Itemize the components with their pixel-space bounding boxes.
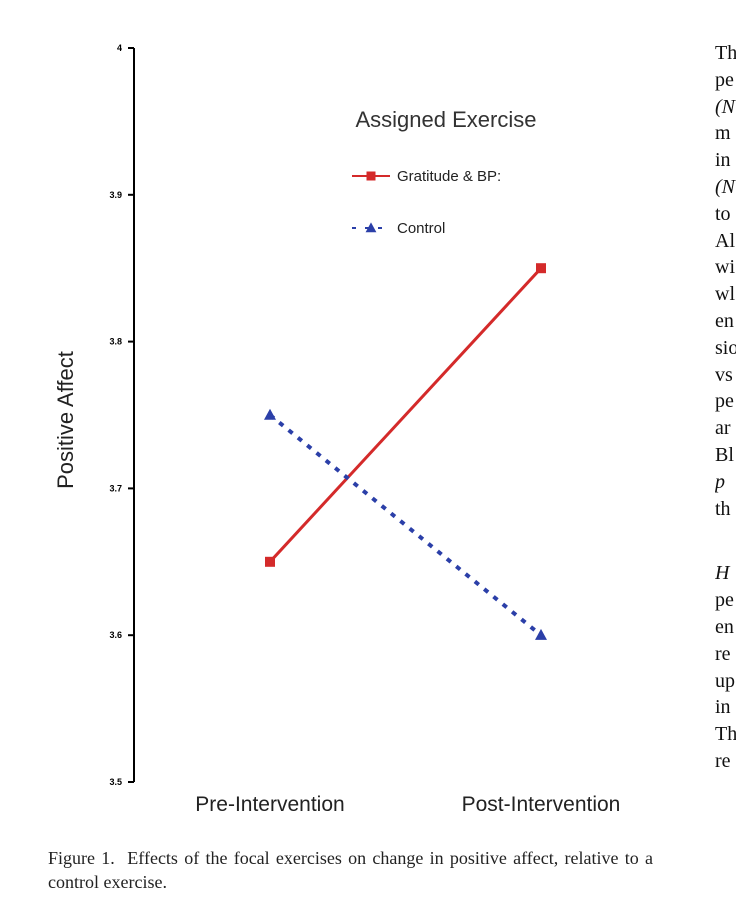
side-text-line: pe [715, 68, 734, 91]
side-text-line: Bl [715, 443, 734, 466]
y-axis-title: Positive Affect [53, 351, 78, 489]
y-tick-label: 3.7 [109, 483, 122, 493]
side-text-line: pe [715, 390, 734, 413]
data-point-triangle [365, 222, 377, 233]
side-text-line: re [715, 749, 731, 772]
figure-caption: Figure 1. Effects of the focal exercises… [48, 846, 653, 894]
side-text-line: sio [715, 336, 736, 359]
data-point-square [536, 263, 546, 274]
side-text-line: in [715, 149, 731, 172]
series-line [268, 267, 543, 563]
y-tick-label: 3.9 [109, 190, 122, 200]
legend: Assigned Exercise Gratitude & BP: Control [352, 107, 536, 237]
series-group [264, 263, 547, 640]
side-text-line: in [715, 696, 731, 719]
side-text-line: wl [715, 283, 735, 306]
figure-label: Figure 1. [48, 848, 115, 868]
legend-title: Assigned Exercise [356, 107, 537, 132]
side-text-line: m [715, 122, 731, 145]
data-point-triangle [264, 408, 276, 420]
y-tick-label: 3.6 [109, 630, 122, 640]
side-text-line: ar [715, 417, 731, 440]
side-text-line: H [715, 562, 730, 585]
legend-label: Gratitude & BP: [397, 168, 501, 185]
side-text-line: en [715, 309, 734, 332]
side-text-line: pe [715, 589, 734, 612]
side-text-line: (N [715, 95, 735, 118]
data-point-triangle [535, 628, 547, 640]
x-axis-labels: Pre-Intervention Post-Intervention [195, 793, 620, 816]
y-tick-label: 4 [117, 43, 122, 53]
side-text-line: wi [715, 256, 735, 279]
x-category-label: Post-Intervention [462, 793, 621, 816]
y-ticks: 3.5 3.6 3.7 3.8 3.9 4 [109, 43, 134, 787]
side-text-line: p [715, 470, 725, 493]
caption-text: Effects of the focal exercises on change… [48, 848, 654, 892]
side-text-line: th [715, 497, 731, 520]
series-line [268, 413, 543, 637]
legend-label: Control [397, 220, 445, 237]
side-text-line: en [715, 615, 734, 638]
y-tick-label: 3.5 [109, 777, 122, 787]
x-category-label: Pre-Intervention [195, 793, 344, 816]
side-text-line: Al [715, 229, 735, 252]
line-chart: 3.5 3.6 3.7 3.8 3.9 4 Pre-Intervention Post-In… [53, 43, 620, 816]
data-point-square [366, 171, 376, 181]
side-text-line: up [715, 669, 735, 692]
y-tick-label: 3.8 [109, 337, 122, 347]
data-point-square [265, 556, 275, 567]
side-text-line: vs [715, 363, 733, 386]
side-text-line: Th [715, 723, 736, 746]
side-text-line: Th [715, 42, 736, 64]
side-text-line: to [715, 202, 731, 225]
side-text-line: re [715, 642, 731, 665]
side-text-line: (N [715, 175, 735, 198]
